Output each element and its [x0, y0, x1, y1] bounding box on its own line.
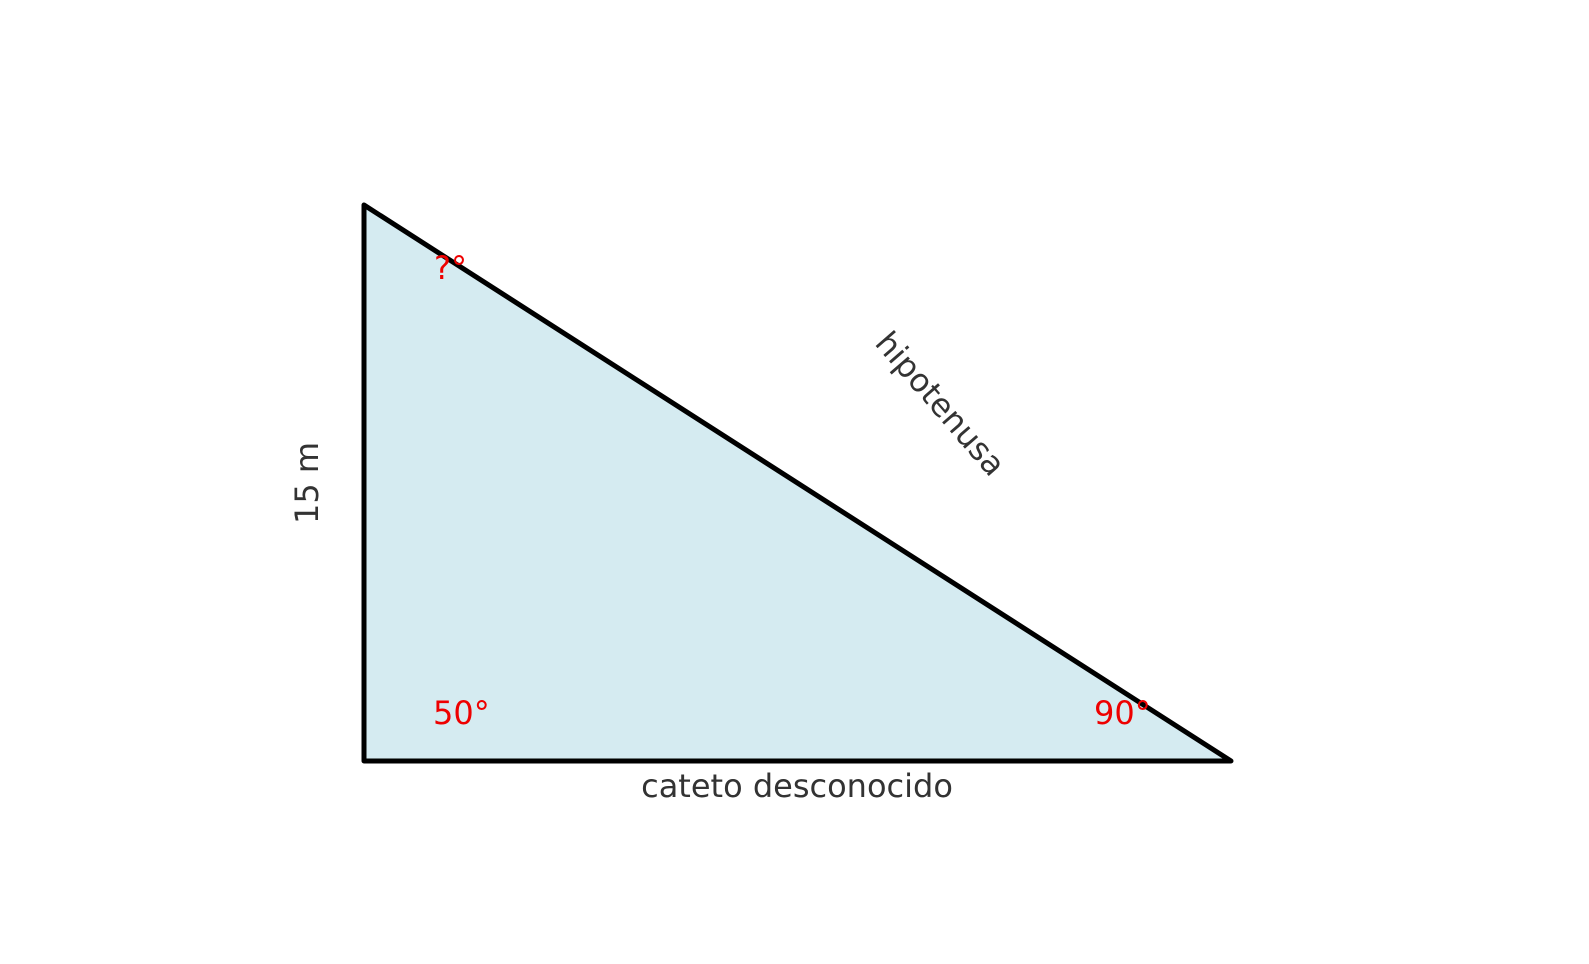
side-label-bottom: cateto desconocido [641, 767, 953, 805]
side-label-left: 15 m [288, 442, 326, 524]
triangle-shape [361, 202, 1234, 764]
angle-label-top: ?° [434, 249, 467, 287]
side-label-hypotenuse: hipotenusa [868, 324, 1014, 483]
angle-label-bottom-right: 90° [1094, 694, 1151, 732]
angle-label-bottom-left: 50° [433, 694, 490, 732]
